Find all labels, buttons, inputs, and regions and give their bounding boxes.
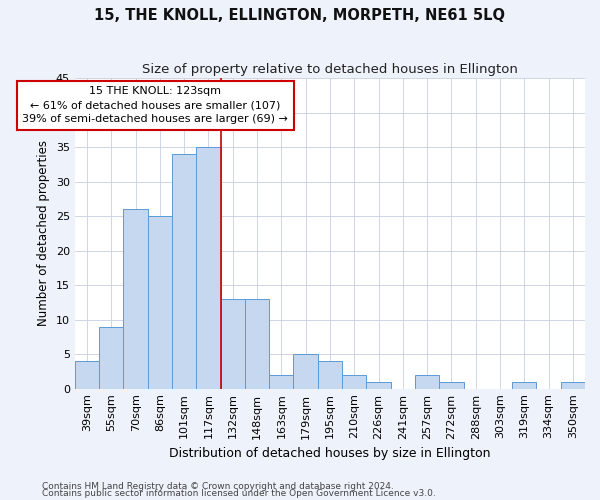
Bar	[245, 299, 269, 388]
Bar	[99, 326, 124, 388]
Bar	[293, 354, 318, 388]
Y-axis label: Number of detached properties: Number of detached properties	[37, 140, 50, 326]
Bar	[124, 209, 148, 388]
Bar	[318, 361, 342, 388]
Text: 15, THE KNOLL, ELLINGTON, MORPETH, NE61 5LQ: 15, THE KNOLL, ELLINGTON, MORPETH, NE61 …	[95, 8, 505, 22]
Title: Size of property relative to detached houses in Ellington: Size of property relative to detached ho…	[142, 62, 518, 76]
Bar	[75, 361, 99, 388]
Bar	[367, 382, 391, 388]
Text: 15 THE KNOLL: 123sqm
← 61% of detached houses are smaller (107)
39% of semi-deta: 15 THE KNOLL: 123sqm ← 61% of detached h…	[22, 86, 288, 124]
Bar	[148, 216, 172, 388]
Bar	[561, 382, 585, 388]
Text: Contains HM Land Registry data © Crown copyright and database right 2024.: Contains HM Land Registry data © Crown c…	[42, 482, 394, 491]
Bar	[512, 382, 536, 388]
Bar	[221, 299, 245, 388]
Text: Contains public sector information licensed under the Open Government Licence v3: Contains public sector information licen…	[42, 489, 436, 498]
Bar	[172, 154, 196, 388]
Bar	[439, 382, 464, 388]
Bar	[269, 375, 293, 388]
Bar	[196, 147, 221, 388]
Bar	[342, 375, 367, 388]
X-axis label: Distribution of detached houses by size in Ellington: Distribution of detached houses by size …	[169, 447, 491, 460]
Bar	[415, 375, 439, 388]
